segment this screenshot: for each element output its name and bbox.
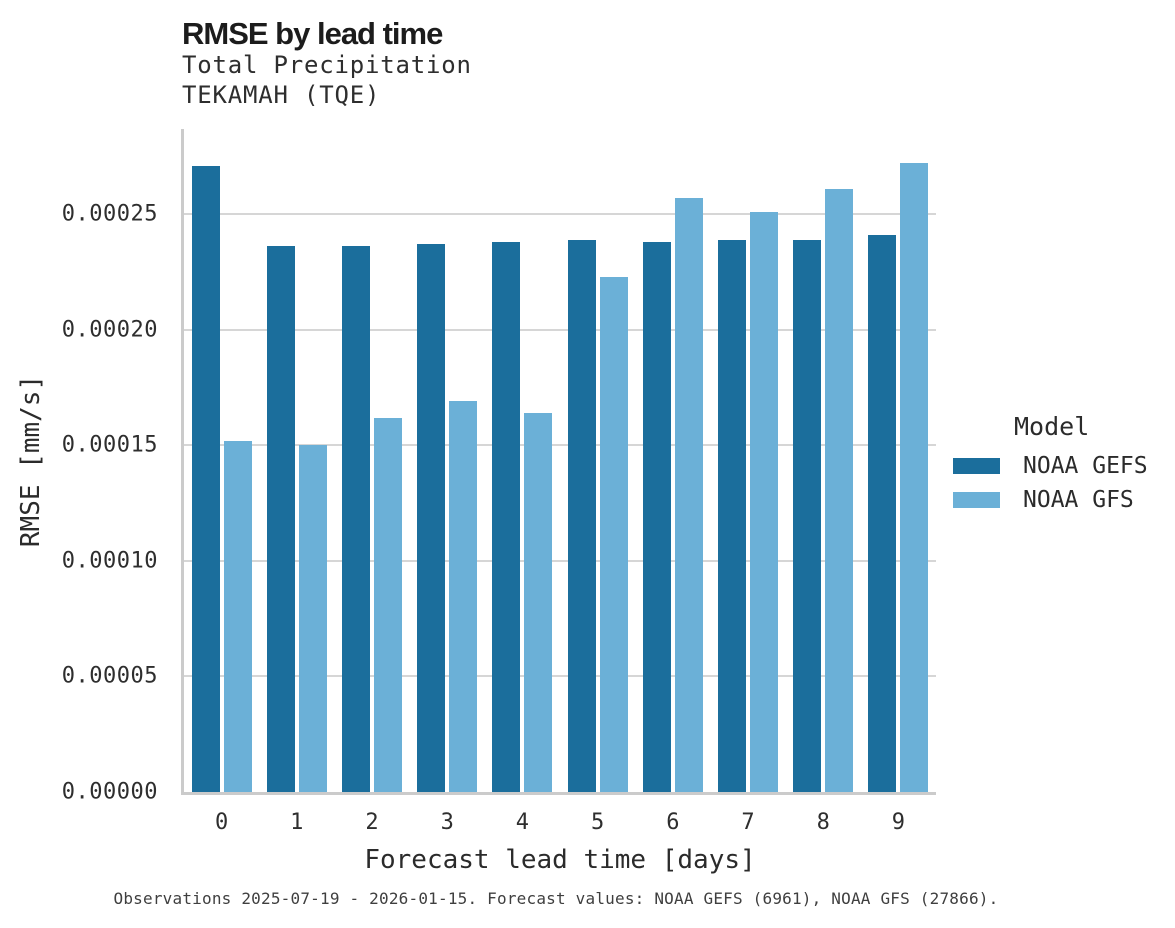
bar-group-day-9 xyxy=(861,129,936,792)
bar-noaa-gefs xyxy=(642,241,671,792)
x-tick-label: 2 xyxy=(365,810,379,835)
chart-subtitle-line1: Total Precipitation xyxy=(182,51,472,79)
bar-noaa-gfs xyxy=(223,440,252,792)
gridline xyxy=(184,675,936,678)
x-axis-title: Forecast lead time [days] xyxy=(364,845,756,875)
bar-noaa-gefs xyxy=(868,234,897,792)
x-tick-label: 0 xyxy=(214,810,229,835)
x-tick-label: 9 xyxy=(891,810,906,835)
legend-label: NOAA GFS xyxy=(1023,487,1134,513)
bar-group-day-5 xyxy=(560,129,635,792)
bars-layer xyxy=(184,129,936,792)
plot-area xyxy=(181,129,936,795)
bar-group-day-2 xyxy=(334,129,409,792)
bar-noaa-gfs xyxy=(449,401,478,792)
y-tick-label: 0.00000 xyxy=(61,779,158,805)
bar-noaa-gfs xyxy=(524,412,553,792)
y-tick-label: 0.00005 xyxy=(61,663,158,689)
bar-noaa-gfs xyxy=(825,188,854,792)
bar-noaa-gefs xyxy=(417,244,446,792)
y-tick-label: 0.00025 xyxy=(61,201,158,227)
y-tick-label: 0.00015 xyxy=(61,432,158,458)
bar-group-day-6 xyxy=(635,129,710,792)
bar-group-day-1 xyxy=(259,129,334,792)
bar-noaa-gefs xyxy=(793,239,822,792)
legend-item: NOAA GFS xyxy=(953,487,1173,513)
y-tick-label: 0.00010 xyxy=(61,548,158,574)
bar-noaa-gefs xyxy=(567,239,596,792)
legend-swatch-noaa-gfs xyxy=(953,492,1000,508)
x-tick-label: 6 xyxy=(666,810,680,835)
legend-item: NOAA GEFS xyxy=(953,453,1173,479)
x-tick-label: 7 xyxy=(741,810,755,835)
x-tick-label: 3 xyxy=(440,810,454,835)
caption: Observations 2025-07-19 - 2026-01-15. Fo… xyxy=(113,889,999,908)
bar-noaa-gefs xyxy=(492,241,521,792)
bar-noaa-gfs xyxy=(374,417,402,792)
bar-noaa-gfs xyxy=(674,197,703,792)
x-axis-tick-labels: 0 1 2 3 4 5 6 7 8 9 xyxy=(184,810,936,835)
gridline xyxy=(184,444,936,447)
chart-title: RMSE by lead time xyxy=(182,16,443,51)
gridline xyxy=(184,328,936,331)
gridline xyxy=(184,213,936,216)
y-tick-label: 0.00020 xyxy=(61,317,158,343)
bar-group-day-0 xyxy=(184,129,259,792)
x-tick-label: 8 xyxy=(816,810,830,835)
bar-noaa-gefs xyxy=(342,246,370,792)
bar-noaa-gfs xyxy=(750,211,779,792)
grid-layer xyxy=(184,129,936,792)
bar-group-day-7 xyxy=(710,129,785,792)
legend-swatch-noaa-gefs xyxy=(953,458,1000,474)
x-tick-label: 4 xyxy=(515,810,530,835)
bar-noaa-gefs xyxy=(718,239,747,792)
bar-noaa-gfs xyxy=(298,445,327,792)
bar-group-day-3 xyxy=(410,129,485,792)
bar-group-day-8 xyxy=(786,129,861,792)
bar-noaa-gfs xyxy=(900,163,929,792)
gridline xyxy=(184,559,936,562)
legend-label: NOAA GEFS xyxy=(1023,453,1148,479)
x-tick-label: 5 xyxy=(590,810,605,835)
bar-group-day-4 xyxy=(485,129,560,792)
y-axis-title: RMSE [mm/s] xyxy=(16,374,46,548)
bar-noaa-gfs xyxy=(599,276,628,792)
x-tick-label: 1 xyxy=(290,810,304,835)
legend-title: Model xyxy=(1014,412,1090,441)
bar-noaa-gefs xyxy=(266,246,295,792)
legend: Model NOAA GEFS NOAA GFS xyxy=(953,412,1173,523)
chart-subtitle-line2: TEKAMAH (TQE) xyxy=(182,81,381,109)
bar-noaa-gefs xyxy=(191,165,220,792)
